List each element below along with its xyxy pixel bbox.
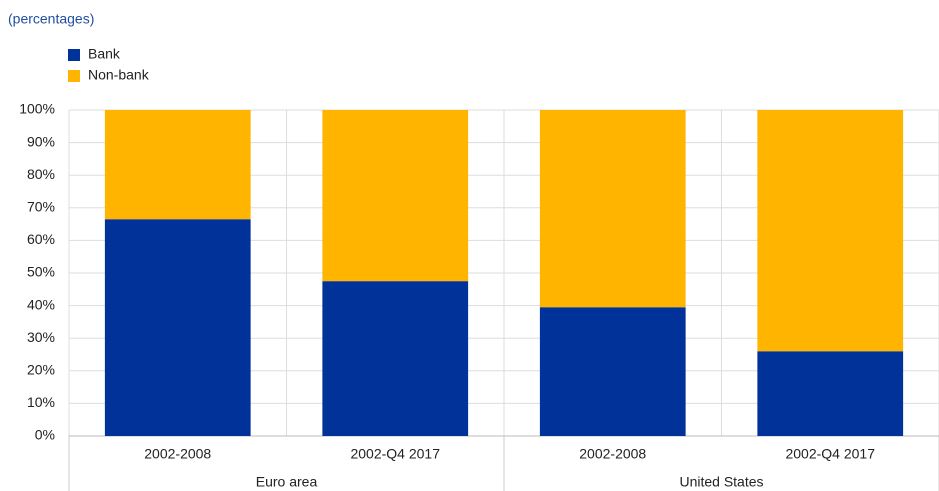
y-tick-label: 0%: [35, 427, 55, 443]
y-tick-label: 50%: [27, 264, 55, 280]
bar-segment: [322, 281, 469, 436]
bar-segment: [757, 110, 904, 352]
y-tick-label: 70%: [27, 199, 55, 215]
x-tick-label: 2002-Q4 2017: [350, 446, 440, 462]
y-tick-label: 10%: [27, 394, 55, 410]
group-label: Euro area: [256, 474, 318, 490]
y-tick-label: 20%: [27, 362, 55, 378]
bar-segment: [322, 110, 469, 282]
chart-subtitle: (percentages): [8, 11, 94, 27]
legend-swatch: [68, 49, 80, 61]
bar-segment: [757, 351, 904, 436]
bar-segment: [539, 307, 686, 436]
legend-label: Bank: [88, 46, 121, 62]
y-tick-label: 90%: [27, 133, 55, 149]
legend-swatch: [68, 70, 80, 82]
y-tick-label: 40%: [27, 296, 55, 312]
bar-segment: [104, 110, 251, 220]
y-tick-label: 100%: [19, 101, 55, 117]
group-label: United States: [679, 474, 763, 490]
x-tick-label: 2002-2008: [579, 446, 646, 462]
y-tick-label: 80%: [27, 166, 55, 182]
bar-segment: [104, 219, 251, 436]
y-tick-label: 60%: [27, 231, 55, 247]
y-tick-label: 30%: [27, 329, 55, 345]
x-tick-label: 2002-2008: [144, 446, 211, 462]
legend-label: Non-bank: [88, 67, 150, 83]
x-tick-label: 2002-Q4 2017: [785, 446, 875, 462]
bar-segment: [539, 110, 686, 308]
